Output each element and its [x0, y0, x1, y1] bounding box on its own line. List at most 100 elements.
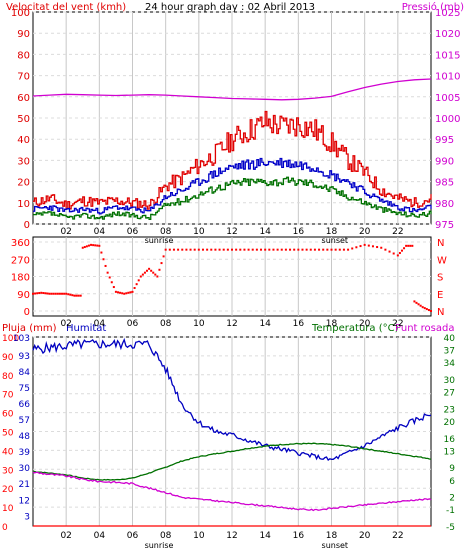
direction-point	[63, 292, 66, 295]
direction-point	[48, 292, 51, 295]
lowest-series-line	[33, 176, 432, 221]
direction-point	[284, 248, 287, 251]
humidity-series-line	[32, 337, 432, 461]
direction-point	[154, 273, 157, 276]
direction-point	[218, 248, 221, 251]
hour-tick-label: 04	[94, 319, 106, 329]
hour-tick-label: 12	[226, 531, 237, 541]
sunset-marker: sunset	[322, 541, 349, 550]
hour-tick-label: 16	[293, 531, 305, 541]
temperature-tick-label: 37	[444, 347, 455, 357]
temperature-tick-label: 2	[449, 494, 455, 504]
rain-tick-label: 0	[2, 523, 8, 533]
direction-point	[40, 291, 43, 294]
compass-label: N	[437, 307, 444, 318]
rain-tick-label: 60	[2, 410, 14, 420]
direction-point	[330, 248, 333, 251]
direction-point	[403, 247, 406, 250]
direction-point	[313, 248, 316, 251]
direction-point	[135, 283, 138, 286]
direction-point	[67, 293, 70, 296]
hour-tick-label: 12	[226, 227, 237, 237]
direction-point	[100, 251, 103, 254]
direction-point	[94, 244, 97, 247]
pressure-tick-label: 1015	[435, 50, 460, 61]
direction-point	[380, 246, 383, 249]
direction-point	[146, 269, 149, 272]
direction-point	[235, 248, 238, 251]
humidity-tick-label: 21	[19, 480, 30, 490]
compass-label: W	[437, 255, 447, 266]
hour-tick-label: 14	[259, 227, 271, 237]
humidity-tick-label: 75	[19, 384, 30, 394]
humidity-tick-label: 30	[19, 464, 31, 474]
direction-point	[148, 267, 151, 270]
direction-point	[411, 244, 414, 247]
direction-point	[164, 248, 167, 251]
rain-tick-label: 50	[2, 429, 14, 439]
hour-tick-label: 02	[60, 227, 71, 237]
temperature-tick-label: 23	[444, 405, 455, 415]
hour-tick-label: 22	[392, 227, 403, 237]
direction-point	[239, 248, 242, 251]
direction-point	[415, 301, 418, 304]
rain-tick-label: 20	[2, 485, 14, 495]
compass-label: N	[437, 238, 444, 249]
rain-tick-label: 100	[2, 334, 19, 344]
direction-point	[125, 292, 128, 295]
direction-point	[425, 308, 428, 311]
rain-tick-label: 80	[2, 372, 14, 382]
temperature-tick-label: 30	[444, 376, 456, 386]
direction-point	[243, 248, 246, 251]
pressure-tick-label: 1025	[435, 8, 460, 19]
direction-point	[376, 246, 379, 249]
hour-tick-label: 06	[127, 531, 139, 541]
direction-tick-label: 180	[11, 273, 30, 284]
hour-tick-label: 14	[259, 531, 271, 541]
direction-point	[50, 292, 53, 295]
direction-point	[58, 292, 61, 295]
direction-tick-label: 360	[11, 238, 30, 249]
direction-point	[359, 245, 362, 248]
direction-point	[338, 248, 341, 251]
direction-point	[160, 262, 163, 265]
direction-point	[197, 248, 200, 251]
direction-point	[409, 244, 412, 247]
direction-point	[34, 292, 37, 295]
rain-tick-label: 90	[2, 353, 14, 363]
humidity-tick-label: 84	[19, 368, 31, 378]
direction-point	[371, 245, 374, 248]
direction-point	[56, 292, 59, 295]
direction-point	[193, 248, 196, 251]
hour-tick-label: 22	[392, 531, 403, 541]
direction-point	[326, 248, 329, 251]
direction-point	[417, 303, 420, 306]
hour-tick-label: 18	[326, 227, 338, 237]
direction-point	[108, 276, 111, 279]
humidity-tick-label: 57	[19, 416, 30, 426]
direction-point	[123, 292, 126, 295]
sunset-marker: sunset	[322, 236, 349, 245]
sunrise-marker: sunrise	[145, 236, 174, 245]
rain-tick-label: 30	[2, 466, 14, 476]
direction-point	[309, 248, 312, 251]
direction-point	[54, 292, 57, 295]
direction-point	[185, 248, 188, 251]
direction-point	[276, 248, 279, 251]
dewpoint-series-line	[32, 471, 432, 512]
direction-point	[150, 269, 153, 272]
direction-point	[280, 248, 283, 251]
direction-point	[264, 248, 267, 251]
direction-point	[396, 254, 399, 257]
temperature-tick-label: 20	[444, 418, 456, 428]
direction-point	[342, 248, 345, 251]
pressure-series-line	[32, 78, 432, 101]
temperature-tick-label: 16	[444, 435, 456, 445]
direction-point	[133, 287, 136, 289]
direction-point	[388, 250, 391, 253]
direction-point	[98, 244, 101, 247]
pressure-tick-label: 1000	[435, 114, 460, 125]
direction-point	[347, 248, 350, 251]
direction-point	[92, 244, 95, 247]
